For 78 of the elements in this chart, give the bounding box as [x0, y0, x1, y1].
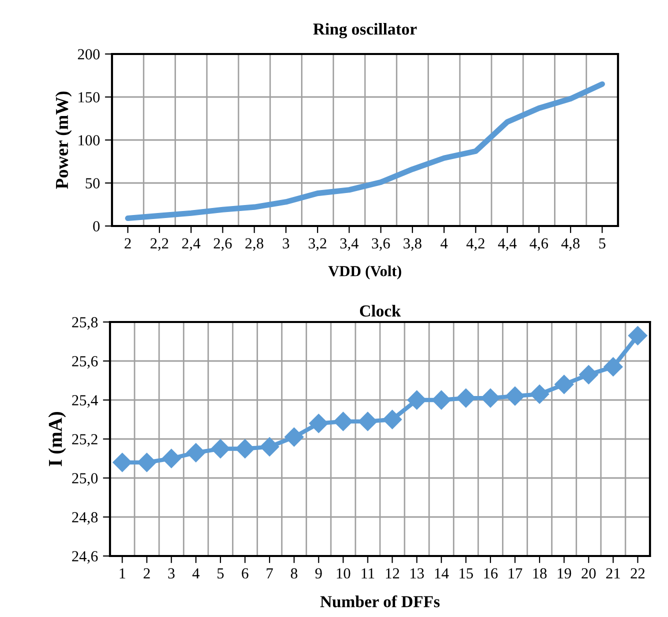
x-tick-label: 2,4 [182, 238, 200, 251]
point [210, 439, 230, 458]
point [554, 374, 574, 394]
x-tick-label: 4,8 [561, 238, 580, 251]
x-tick-label: 4 [440, 238, 448, 248]
x-tick-label: 12 [386, 568, 400, 578]
x-tick-label: 13 [410, 568, 424, 579]
x-tick-label: 5 [218, 568, 224, 579]
x-tick-label: 19 [558, 568, 572, 579]
x-tick-label: 3,2 [308, 238, 326, 251]
point [186, 443, 206, 462]
x-tick-label: 4,6 [530, 238, 548, 251]
point [579, 365, 598, 384]
x-axis-title: Number of DFFs [320, 595, 440, 608]
x-tick-label: 6 [242, 568, 248, 579]
point [284, 428, 304, 447]
x-tick-label: 4,2 [466, 238, 484, 251]
x-tick-label: 2 [124, 238, 131, 248]
y-tick-label: 25,2 [72, 434, 98, 447]
x-tick-label: 16 [484, 568, 498, 579]
y-tick-label: 200 [78, 49, 100, 60]
x-tick-label: 1 [120, 568, 126, 578]
x-tick-label: 3 [282, 238, 290, 249]
point [112, 452, 132, 472]
x-tick-label: 17 [508, 568, 522, 578]
point [260, 437, 280, 456]
point [137, 452, 156, 472]
point [358, 412, 378, 431]
point [382, 410, 402, 430]
y-tick-label: 25,4 [72, 395, 98, 408]
chart-title: Ring oscillator [313, 22, 417, 38]
y-tick-label: 50 [86, 178, 100, 188]
point [432, 390, 451, 410]
x-tick-label: 3 [168, 568, 175, 579]
y-tick-label: 25,8 [72, 317, 98, 330]
point [604, 357, 623, 376]
y-axis-title: Power (mW) [55, 92, 72, 189]
y-axis-title: I (mA) [48, 412, 66, 466]
x-tick-label: 20 [582, 568, 596, 579]
x-tick-label: 4 [192, 568, 200, 578]
x-tick-label: 2,2 [150, 238, 168, 251]
x-tick-label: 3,6 [372, 238, 390, 251]
point [505, 386, 525, 406]
point [480, 388, 500, 408]
x-tick-label: 10 [336, 568, 350, 579]
chart-title: Clock [360, 304, 401, 317]
x-tick-label: 11 [362, 568, 374, 578]
y-tick-label: 0 [93, 221, 100, 232]
y-tick-label: 24,6 [72, 551, 98, 564]
x-tick-label: 2,6 [214, 238, 232, 251]
x-tick-label: 15 [460, 568, 473, 579]
x-tick-label: 22 [630, 568, 645, 578]
x-tick-label: 14 [435, 568, 449, 578]
x-tick-label: 18 [533, 568, 547, 579]
point [456, 388, 476, 408]
x-tick-label: 3,8 [404, 238, 422, 251]
y-tick-label: 100 [78, 135, 100, 146]
y-tick-label: 25,0 [72, 473, 98, 486]
y-tick-label: 150 [78, 92, 100, 102]
x-tick-label: 9 [315, 568, 322, 579]
x-tick-label: 8 [290, 568, 298, 579]
point [334, 412, 353, 431]
point [628, 326, 648, 346]
point [530, 384, 550, 404]
point [309, 414, 328, 433]
point [407, 390, 426, 410]
x-tick-label: 2 [144, 568, 150, 578]
x-tick-label: 7 [266, 568, 273, 578]
x-tick-label: 2,8 [245, 238, 264, 251]
point [235, 439, 255, 458]
y-tick-label: 25,6 [72, 356, 98, 369]
x-tick-label: 5 [599, 238, 606, 249]
y-tick-label: 24,8 [72, 512, 98, 525]
point [162, 448, 181, 468]
x-tick-label: 4,4 [498, 238, 517, 251]
x-tick-label: 21 [606, 568, 620, 578]
x-axis-title: VDD (Volt) [328, 266, 402, 280]
x-tick-label: 3,4 [340, 238, 358, 251]
